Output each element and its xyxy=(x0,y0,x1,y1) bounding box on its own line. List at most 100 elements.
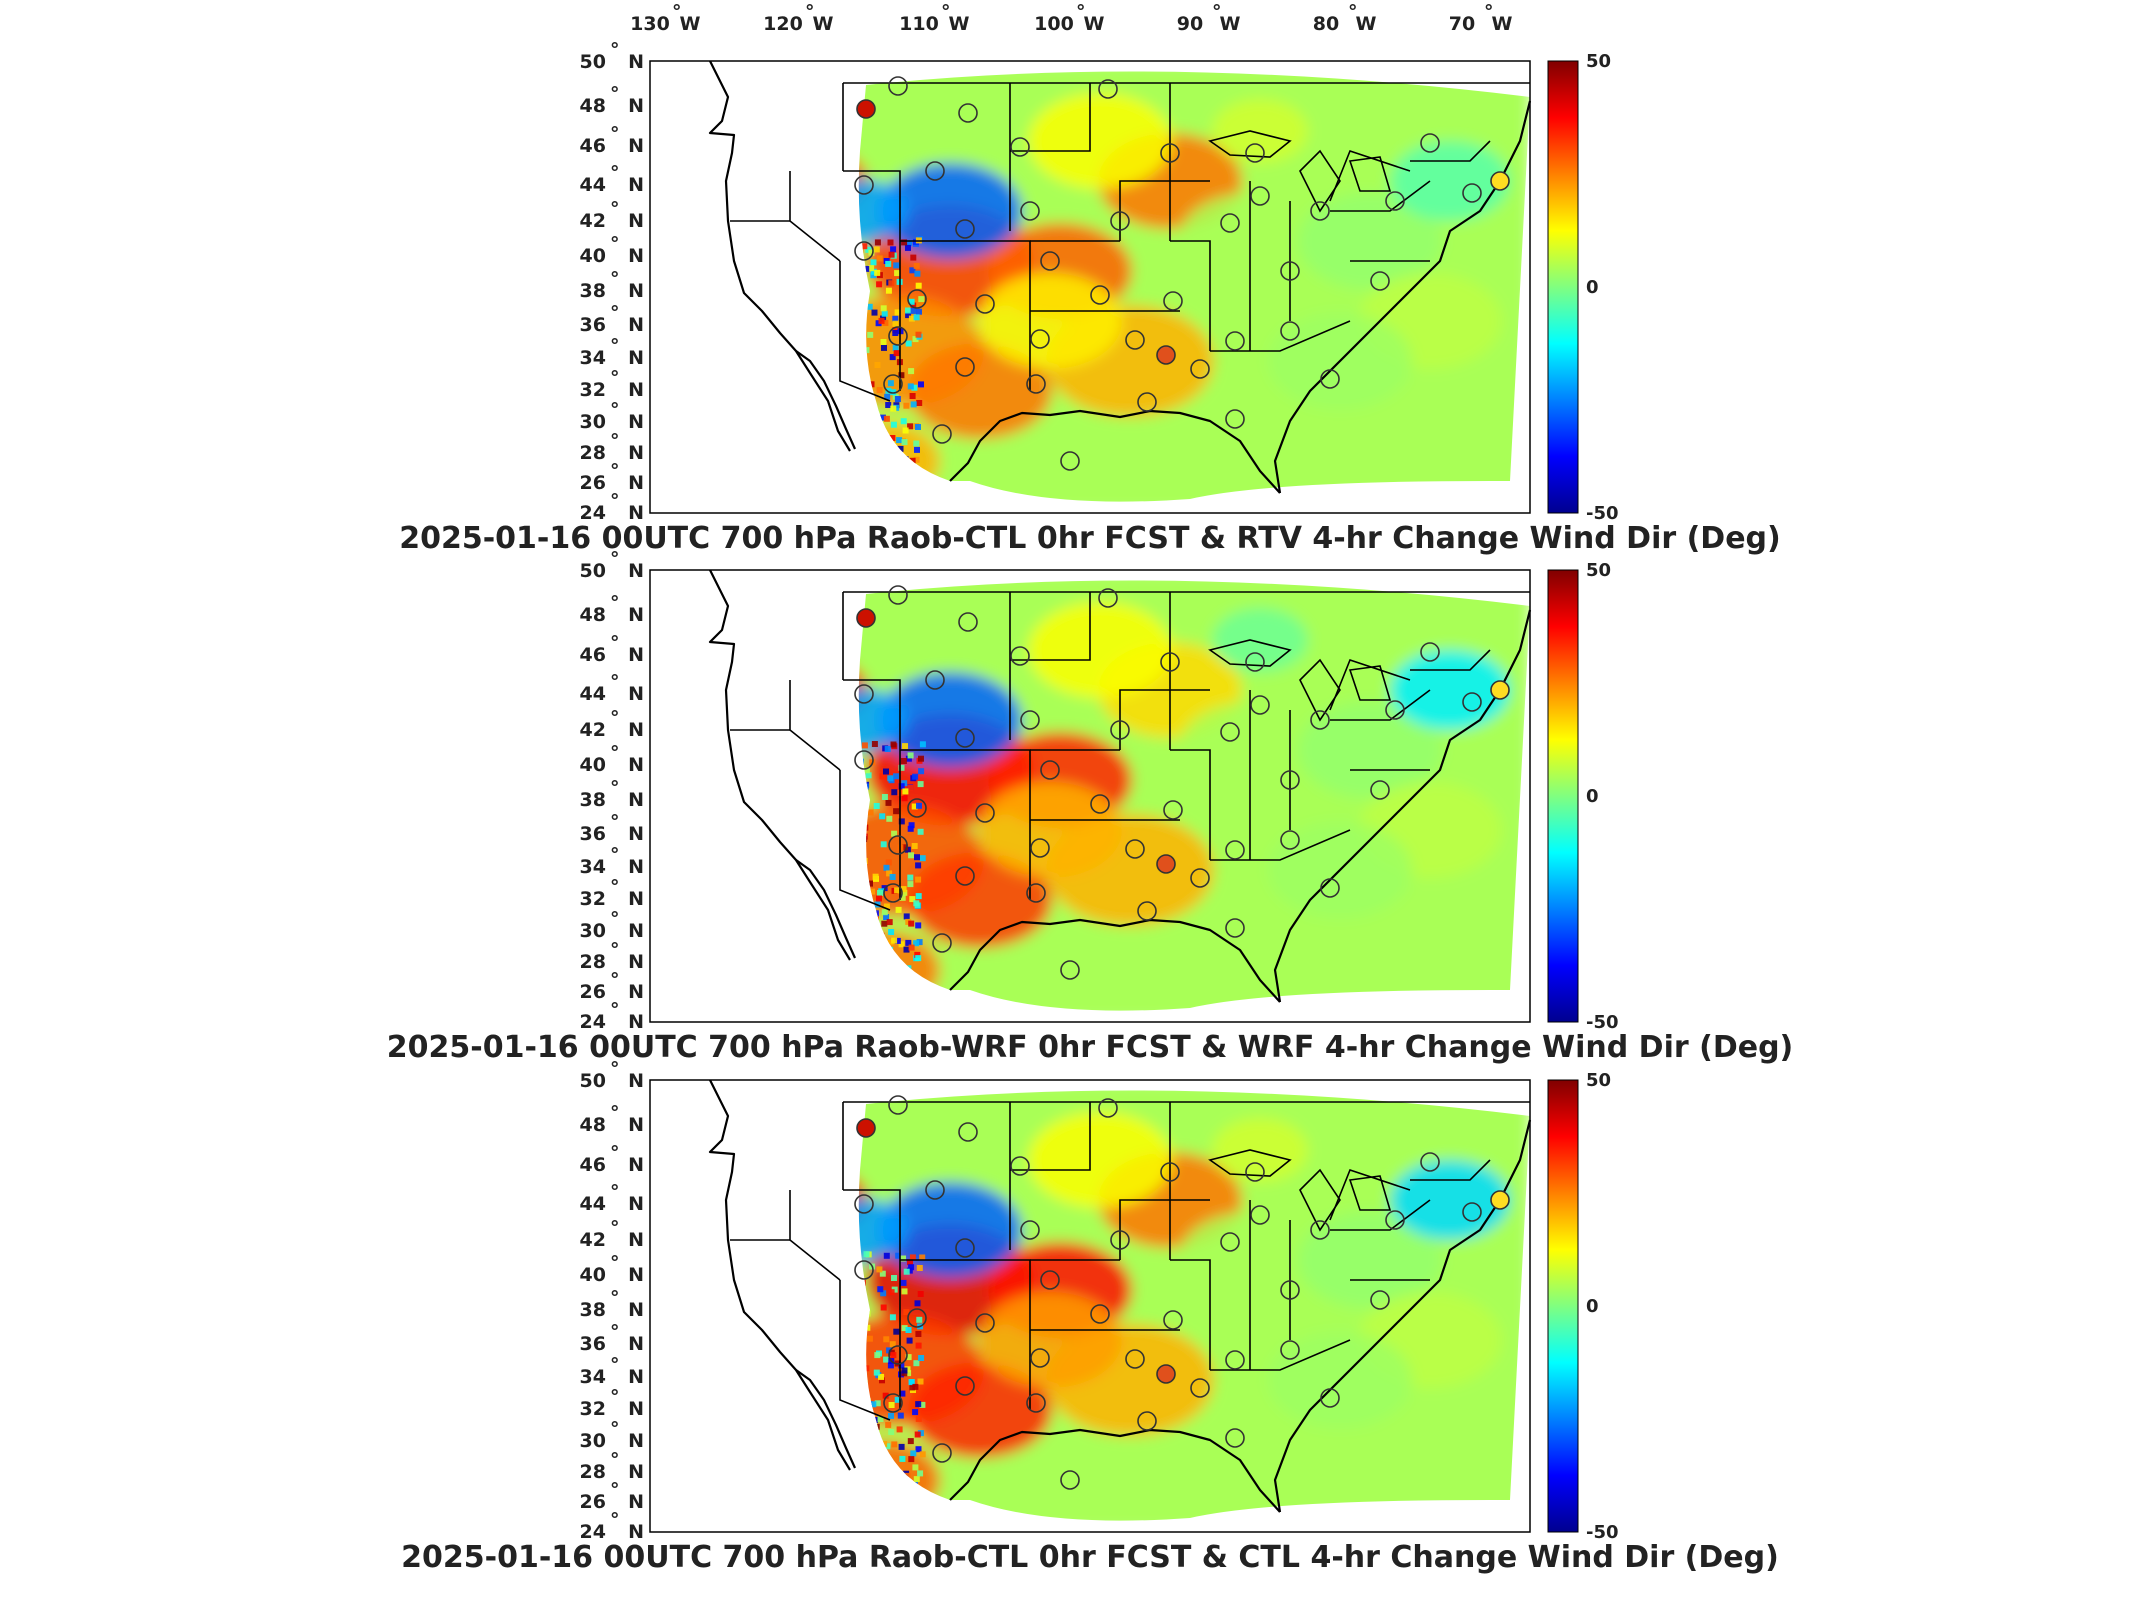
raob-station-marker xyxy=(856,608,876,628)
lat-tick-label: 50° N xyxy=(580,1058,644,1092)
raob-station-marker xyxy=(1245,143,1265,163)
map-frame xyxy=(649,60,1531,514)
colorbar-tick-label: -50 xyxy=(1586,1012,1619,1033)
svg-text:42: 42 xyxy=(580,1229,606,1251)
lat-tick-label: 32° N xyxy=(580,1386,644,1420)
raob-station-marker xyxy=(1098,79,1118,99)
svg-text:°: ° xyxy=(610,198,620,220)
colorbar-tick-label: 0 xyxy=(1586,277,1599,298)
svg-text:W: W xyxy=(1084,13,1105,35)
svg-text:N: N xyxy=(628,1521,644,1543)
raob-station-marker xyxy=(955,1376,975,1396)
raob-station-marker xyxy=(1163,1310,1183,1330)
svg-text:°: ° xyxy=(610,1252,620,1274)
svg-text:N: N xyxy=(628,719,644,741)
raob-station-marker xyxy=(907,798,927,818)
svg-text:N: N xyxy=(628,981,644,1003)
lon-tick-label: 70 °W xyxy=(1449,1,1513,35)
svg-text:°: ° xyxy=(610,707,620,729)
raob-station-marker xyxy=(1385,191,1405,211)
geographic-boundaries xyxy=(708,1079,1532,1513)
lat-tick-label: 28° N xyxy=(580,430,644,464)
raob-station-marker xyxy=(854,750,874,770)
raob-station-marker xyxy=(1125,839,1145,859)
svg-text:40: 40 xyxy=(580,1264,606,1286)
raob-station-marker xyxy=(1160,652,1180,672)
svg-text:26: 26 xyxy=(580,472,606,494)
svg-text:°: ° xyxy=(610,430,620,452)
raob-station-marker xyxy=(1040,760,1060,780)
svg-text:42: 42 xyxy=(580,210,606,232)
svg-text:N: N xyxy=(628,347,644,369)
svg-text:32: 32 xyxy=(580,1398,606,1420)
raob-station-marker xyxy=(975,803,995,823)
map-panel: 50°N48°N46°N44°N42°N40°N38°N36°N34°N32°N… xyxy=(580,1058,1532,1543)
svg-text:°: ° xyxy=(610,1058,620,1080)
svg-text:°: ° xyxy=(610,335,620,357)
raob-stations xyxy=(854,585,1510,980)
lat-tick-label: 44° N xyxy=(580,671,644,705)
svg-text:N: N xyxy=(628,754,644,776)
raob-station-marker xyxy=(1026,883,1046,903)
lat-tick-label: 30° N xyxy=(580,908,644,942)
raob-station-marker xyxy=(1250,186,1270,206)
svg-text:°: ° xyxy=(610,268,620,290)
svg-text:°: ° xyxy=(610,548,620,570)
svg-text:32: 32 xyxy=(580,379,606,401)
map-frame xyxy=(649,569,1531,1023)
svg-text:N: N xyxy=(628,502,644,524)
raob-station-marker xyxy=(1137,1411,1157,1431)
svg-text:N: N xyxy=(628,1070,644,1092)
raob-station-marker xyxy=(1250,1205,1270,1225)
raob-station-marker xyxy=(1490,171,1510,191)
raob-station-marker xyxy=(1225,409,1245,429)
lat-tick-label: 46° N xyxy=(580,632,644,666)
lat-tick-label: 30° N xyxy=(580,399,644,433)
raob-station-marker xyxy=(1020,201,1040,221)
raob-station-marker xyxy=(1225,331,1245,351)
svg-text:W: W xyxy=(680,13,701,35)
geographic-boundaries xyxy=(708,569,1532,1003)
raob-station-marker xyxy=(1245,652,1265,672)
svg-text:34: 34 xyxy=(580,856,606,878)
raob-station-marker xyxy=(1010,137,1030,157)
raob-station-marker xyxy=(854,241,874,261)
svg-text:°: ° xyxy=(1348,1,1358,23)
raob-station-marker xyxy=(932,933,952,953)
svg-text:46: 46 xyxy=(580,644,606,666)
wind-direction-field xyxy=(858,1090,1530,1521)
lat-tick-label: 24° N xyxy=(580,490,644,524)
svg-text:38: 38 xyxy=(580,280,606,302)
raob-station-marker xyxy=(958,1122,978,1142)
raob-station-marker xyxy=(958,103,978,123)
raob-station-marker xyxy=(1310,710,1330,730)
raob-station-marker xyxy=(1310,201,1330,221)
svg-text:°: ° xyxy=(610,742,620,764)
svg-text:N: N xyxy=(628,1299,644,1321)
raob-station-marker xyxy=(1110,211,1130,231)
geographic-boundaries xyxy=(708,60,1532,494)
svg-text:°: ° xyxy=(610,83,620,105)
colorbar-tick-label: 0 xyxy=(1586,1296,1599,1317)
svg-text:36: 36 xyxy=(580,314,606,336)
svg-text:N: N xyxy=(628,888,644,910)
svg-text:N: N xyxy=(628,644,644,666)
panel-title: 2025-01-16 00UTC 700 hPa Raob-CTL 0hr FC… xyxy=(401,1540,1779,1575)
svg-text:N: N xyxy=(628,920,644,942)
svg-text:N: N xyxy=(628,1398,644,1420)
colorbar-tick-label: 50 xyxy=(1586,51,1611,72)
map-panel: 50°N48°N46°N44°N42°N40°N38°N36°N34°N32°N… xyxy=(580,39,1532,524)
svg-text:N: N xyxy=(628,442,644,464)
raob-station-marker xyxy=(925,670,945,690)
raob-station-marker xyxy=(1040,251,1060,271)
raob-station-marker xyxy=(1320,1388,1340,1408)
svg-text:N: N xyxy=(628,951,644,973)
raob-station-marker xyxy=(1160,143,1180,163)
raob-station-marker xyxy=(932,1443,952,1463)
colorbar-tick-label: -50 xyxy=(1586,1522,1619,1543)
raob-station-marker xyxy=(1245,1162,1265,1182)
svg-text:°: ° xyxy=(941,1,951,23)
svg-text:°: ° xyxy=(610,908,620,930)
svg-text:28: 28 xyxy=(580,951,606,973)
